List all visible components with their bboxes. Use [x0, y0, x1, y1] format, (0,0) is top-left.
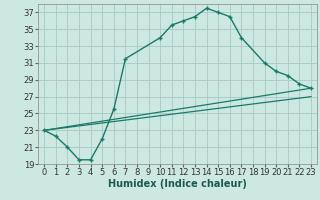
X-axis label: Humidex (Indice chaleur): Humidex (Indice chaleur) [108, 179, 247, 189]
